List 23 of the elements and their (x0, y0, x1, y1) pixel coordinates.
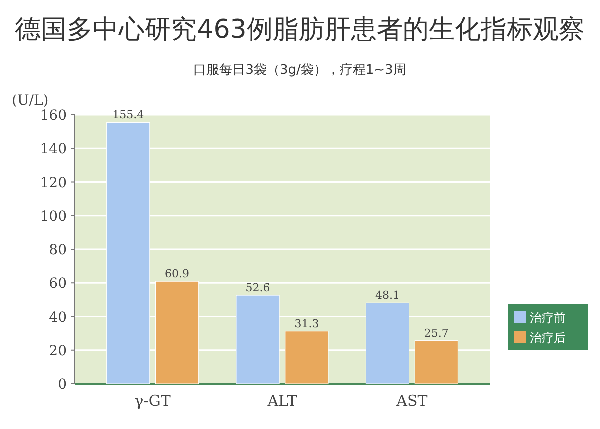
x-tick-label: γ-GT (134, 392, 171, 410)
data-label: 155.4 (112, 108, 144, 122)
data-label: 60.9 (165, 268, 190, 281)
legend-label: 治疗后 (530, 331, 566, 345)
y-tick-label: 140 (40, 142, 67, 158)
chart-title: 德国多中心研究463例脂肪肝患者的生化指标观察 (15, 15, 585, 45)
x-tick-label: ALT (266, 392, 298, 410)
chart-subtitle: 口服每日3袋（3g/袋），疗程1~3周 (194, 63, 406, 78)
legend-label: 治疗前 (530, 311, 566, 325)
y-tick-label: 120 (40, 175, 67, 192)
y-tick-label: 20 (49, 343, 67, 360)
y-tick-label: 100 (40, 208, 67, 225)
y-tick-label: 0 (58, 377, 67, 393)
y-tick-label: 80 (49, 242, 67, 258)
y-axis-title: (U/L) (12, 93, 49, 109)
y-tick-label: 60 (49, 276, 67, 292)
data-label: 48.1 (375, 289, 400, 302)
data-label: 25.7 (424, 326, 449, 340)
y-tick-label: 160 (40, 108, 67, 124)
y-tick-label: 40 (49, 310, 67, 326)
data-label: 31.3 (294, 317, 320, 330)
x-tick-label: AST (396, 392, 428, 410)
data-label: 52.6 (246, 282, 270, 295)
